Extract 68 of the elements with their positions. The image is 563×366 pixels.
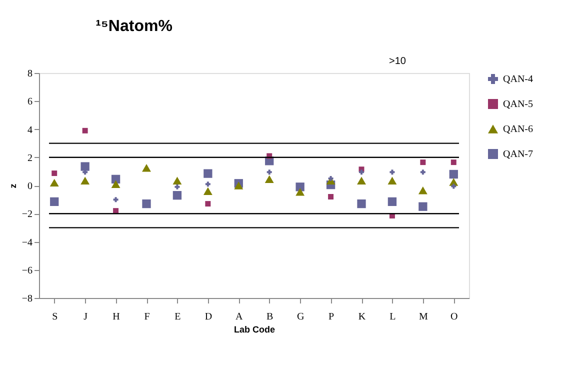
point — [203, 187, 212, 195]
point — [266, 170, 272, 175]
point — [142, 199, 151, 208]
point — [205, 182, 210, 187]
point — [388, 176, 397, 184]
point — [80, 176, 90, 184]
point — [359, 170, 364, 175]
x-tick-label: P — [328, 312, 335, 322]
chart-title: ¹⁵Natom% — [96, 18, 172, 35]
point — [420, 170, 426, 175]
y-tick-label: −2 — [22, 209, 32, 220]
x-tick-label: D — [204, 312, 212, 322]
point — [142, 164, 151, 172]
point — [205, 201, 211, 207]
point — [50, 178, 59, 187]
point — [418, 202, 428, 211]
y-tick-label: 6 — [28, 96, 32, 108]
point — [357, 199, 366, 208]
x-tick-label: K — [358, 312, 366, 322]
point — [204, 169, 212, 178]
point — [420, 160, 426, 166]
point — [50, 197, 59, 206]
y-tick-label: −6 — [22, 265, 32, 276]
x-tick-label: O — [450, 312, 458, 322]
x-tick-label: F — [144, 312, 150, 322]
point — [296, 182, 304, 192]
x-tick-label: G — [296, 312, 304, 322]
point — [172, 191, 182, 200]
point — [388, 197, 397, 206]
legend-label: QAN-7 — [503, 149, 533, 160]
x-tick-label: B — [266, 312, 274, 322]
point — [234, 182, 244, 190]
x-tick-label: L — [390, 312, 396, 322]
point — [451, 184, 456, 189]
point — [82, 128, 88, 134]
point — [418, 186, 428, 194]
point — [172, 176, 182, 184]
legend-label: QAN-5 — [503, 99, 533, 110]
x-tick-label: E — [174, 312, 181, 322]
point — [111, 180, 120, 188]
x-tick-label: S — [52, 312, 58, 322]
point — [450, 160, 456, 166]
x-tick-label: H — [112, 312, 120, 322]
x-tick-label: J — [84, 312, 88, 322]
y-tick-label: −4 — [22, 237, 32, 248]
y-tick-label: 0 — [28, 181, 32, 192]
y-axis-title: z — [8, 183, 18, 188]
point — [328, 176, 334, 181]
point — [113, 197, 118, 202]
point — [296, 188, 305, 196]
legend-label: QAN-4 — [503, 74, 533, 85]
y-tick-label: 4 — [28, 124, 32, 136]
point — [357, 176, 366, 184]
point — [264, 175, 274, 184]
legend-label: QAN-6 — [503, 124, 533, 135]
x-axis-title: Lab Code — [234, 324, 276, 334]
point — [449, 170, 458, 179]
y-tick-label: 2 — [28, 152, 32, 164]
point — [174, 184, 180, 190]
x-tick-label: A — [236, 312, 244, 322]
point — [80, 162, 90, 171]
y-tick-label: −8 — [22, 294, 32, 304]
text: >10 — [389, 56, 406, 67]
point — [390, 170, 395, 175]
point — [328, 194, 334, 200]
x-tick-label: M — [418, 312, 428, 322]
point — [52, 170, 58, 176]
y-tick-label: 8 — [28, 68, 32, 80]
